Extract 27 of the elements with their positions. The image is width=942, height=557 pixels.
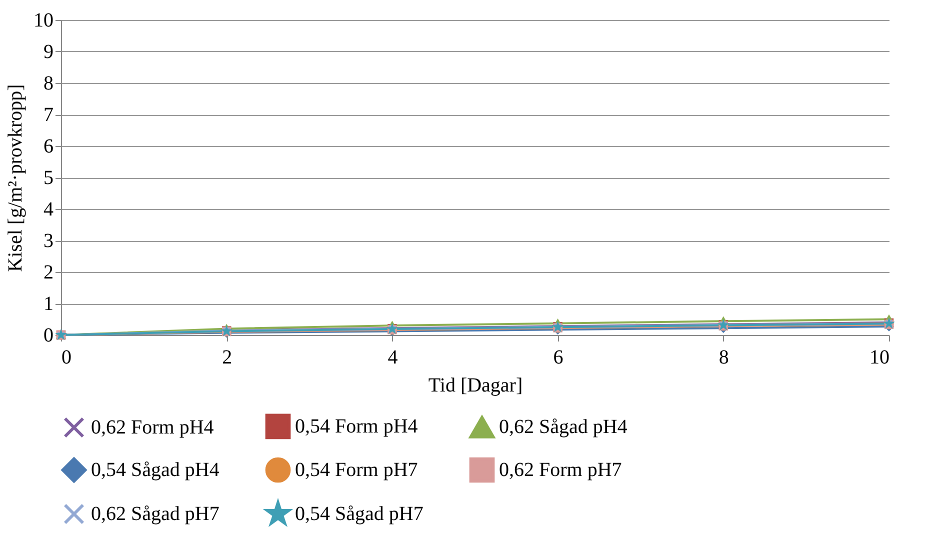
y-tick-label: 8 bbox=[44, 72, 54, 94]
x-tick-label: 6 bbox=[553, 346, 564, 368]
y-tick-label: 2 bbox=[44, 262, 54, 284]
x-tick-label: 0 bbox=[62, 346, 72, 368]
y-tick-label: 0 bbox=[44, 324, 54, 346]
y-axis-title: Kisel [g/m²·provkropp] bbox=[4, 84, 26, 272]
legend-label: 0,62 Form pH4 bbox=[91, 416, 214, 439]
legend-label: 0,54 Sågad pH7 bbox=[295, 503, 424, 525]
legend-label: 0,54 Form pH4 bbox=[295, 415, 418, 438]
y-tick-label: 5 bbox=[44, 167, 54, 189]
y-tick-label: 10 bbox=[34, 10, 54, 32]
legend-label: 0,62 Form pH7 bbox=[499, 459, 622, 481]
y-tick-label: 3 bbox=[44, 230, 54, 252]
legend-label: 0,54 Form pH7 bbox=[295, 459, 418, 481]
y-tick-label: 6 bbox=[44, 136, 54, 158]
y-tick-label: 1 bbox=[44, 293, 54, 315]
x-tick-label: 8 bbox=[718, 346, 729, 368]
legend-label: 0,62 Sågad pH4 bbox=[499, 416, 628, 438]
x-tick-label: 10 bbox=[870, 346, 890, 368]
x-axis-title: Tid [Dagar] bbox=[428, 374, 523, 396]
y-tick-label: 9 bbox=[44, 41, 54, 63]
legend-label: 0,54 Sågad pH4 bbox=[91, 459, 220, 481]
x-tick-label: 4 bbox=[388, 346, 398, 368]
legend-label: 0,62 Sågad pH7 bbox=[91, 503, 220, 525]
y-tick-label: 4 bbox=[44, 198, 54, 220]
x-tick-label: 2 bbox=[222, 346, 232, 368]
y-tick-label: 7 bbox=[44, 104, 54, 126]
